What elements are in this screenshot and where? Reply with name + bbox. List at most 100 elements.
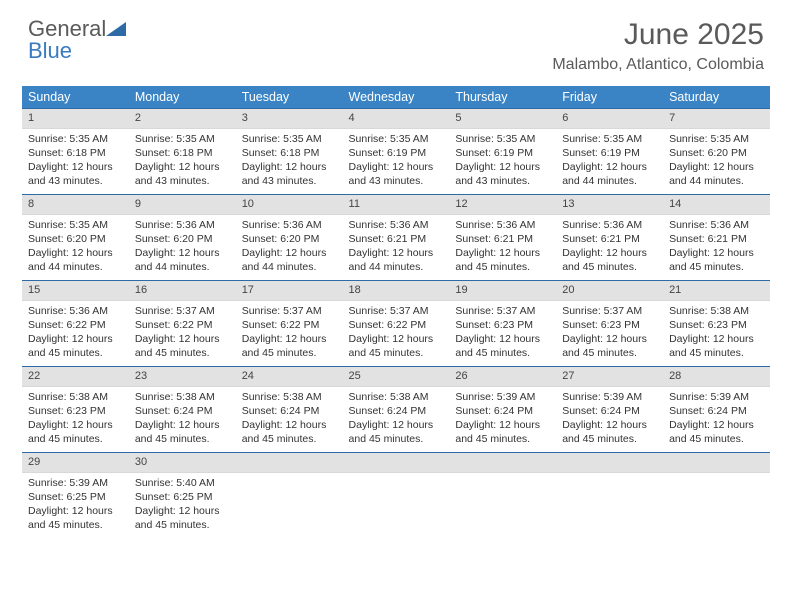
day-number: 14 bbox=[663, 194, 770, 215]
daylight-line: Daylight: 12 hours and 45 minutes. bbox=[349, 418, 444, 446]
sunset-line: Sunset: 6:23 PM bbox=[562, 318, 657, 332]
weekday-header: Tuesday bbox=[236, 86, 343, 108]
daylight-line: Daylight: 12 hours and 45 minutes. bbox=[669, 246, 764, 274]
daylight-line: Daylight: 12 hours and 44 minutes. bbox=[242, 246, 337, 274]
sunrise-line: Sunrise: 5:36 AM bbox=[669, 218, 764, 232]
day-cell: 28Sunrise: 5:39 AMSunset: 6:24 PMDayligh… bbox=[663, 366, 770, 452]
sunset-line: Sunset: 6:18 PM bbox=[135, 146, 230, 160]
sunset-line: Sunset: 6:25 PM bbox=[135, 490, 230, 504]
sunrise-line: Sunrise: 5:35 AM bbox=[562, 132, 657, 146]
day-details: Sunrise: 5:36 AMSunset: 6:21 PMDaylight:… bbox=[556, 215, 663, 279]
sunset-line: Sunset: 6:21 PM bbox=[562, 232, 657, 246]
day-number: 20 bbox=[556, 280, 663, 301]
daylight-line: Daylight: 12 hours and 43 minutes. bbox=[455, 160, 550, 188]
sunrise-line: Sunrise: 5:40 AM bbox=[135, 476, 230, 490]
day-cell: 18Sunrise: 5:37 AMSunset: 6:22 PMDayligh… bbox=[343, 280, 450, 366]
day-details: Sunrise: 5:36 AMSunset: 6:21 PMDaylight:… bbox=[663, 215, 770, 279]
sunrise-line: Sunrise: 5:39 AM bbox=[562, 390, 657, 404]
day-details: Sunrise: 5:40 AMSunset: 6:25 PMDaylight:… bbox=[129, 473, 236, 537]
day-cell: 13Sunrise: 5:36 AMSunset: 6:21 PMDayligh… bbox=[556, 194, 663, 280]
day-details: Sunrise: 5:39 AMSunset: 6:24 PMDaylight:… bbox=[449, 387, 556, 451]
day-details: Sunrise: 5:37 AMSunset: 6:22 PMDaylight:… bbox=[129, 301, 236, 365]
sunrise-line: Sunrise: 5:37 AM bbox=[349, 304, 444, 318]
sunrise-line: Sunrise: 5:36 AM bbox=[455, 218, 550, 232]
day-details: Sunrise: 5:35 AMSunset: 6:19 PMDaylight:… bbox=[449, 129, 556, 193]
sunset-line: Sunset: 6:22 PM bbox=[28, 318, 123, 332]
day-details: Sunrise: 5:35 AMSunset: 6:18 PMDaylight:… bbox=[22, 129, 129, 193]
day-details: Sunrise: 5:38 AMSunset: 6:23 PMDaylight:… bbox=[663, 301, 770, 365]
day-details: Sunrise: 5:36 AMSunset: 6:21 PMDaylight:… bbox=[449, 215, 556, 279]
day-details: Sunrise: 5:39 AMSunset: 6:24 PMDaylight:… bbox=[556, 387, 663, 451]
day-cell: 4Sunrise: 5:35 AMSunset: 6:19 PMDaylight… bbox=[343, 108, 450, 194]
location-text: Malambo, Atlantico, Colombia bbox=[552, 56, 764, 74]
day-details: Sunrise: 5:35 AMSunset: 6:20 PMDaylight:… bbox=[22, 215, 129, 279]
day-number: 24 bbox=[236, 366, 343, 387]
brand-part2: Blue bbox=[28, 38, 72, 63]
sunset-line: Sunset: 6:20 PM bbox=[135, 232, 230, 246]
day-cell: 25Sunrise: 5:38 AMSunset: 6:24 PMDayligh… bbox=[343, 366, 450, 452]
day-cell: 23Sunrise: 5:38 AMSunset: 6:24 PMDayligh… bbox=[129, 366, 236, 452]
day-number: 23 bbox=[129, 366, 236, 387]
day-details: Sunrise: 5:36 AMSunset: 6:20 PMDaylight:… bbox=[129, 215, 236, 279]
day-cell: 12Sunrise: 5:36 AMSunset: 6:21 PMDayligh… bbox=[449, 194, 556, 280]
sunrise-line: Sunrise: 5:36 AM bbox=[349, 218, 444, 232]
sunrise-line: Sunrise: 5:37 AM bbox=[242, 304, 337, 318]
day-cell: 22Sunrise: 5:38 AMSunset: 6:23 PMDayligh… bbox=[22, 366, 129, 452]
sunrise-line: Sunrise: 5:37 AM bbox=[135, 304, 230, 318]
day-details: Sunrise: 5:35 AMSunset: 6:19 PMDaylight:… bbox=[343, 129, 450, 193]
weekday-header-row: Sunday Monday Tuesday Wednesday Thursday… bbox=[22, 86, 770, 108]
daylight-line: Daylight: 12 hours and 45 minutes. bbox=[455, 418, 550, 446]
empty-cell bbox=[663, 452, 770, 538]
daylight-line: Daylight: 12 hours and 43 minutes. bbox=[135, 160, 230, 188]
daylight-line: Daylight: 12 hours and 45 minutes. bbox=[349, 332, 444, 360]
day-cell: 14Sunrise: 5:36 AMSunset: 6:21 PMDayligh… bbox=[663, 194, 770, 280]
day-number: 8 bbox=[22, 194, 129, 215]
brand-text: General Blue bbox=[28, 18, 126, 62]
sunset-line: Sunset: 6:24 PM bbox=[669, 404, 764, 418]
triangle-icon bbox=[106, 20, 126, 36]
calendar-row: 8Sunrise: 5:35 AMSunset: 6:20 PMDaylight… bbox=[22, 194, 770, 280]
sunset-line: Sunset: 6:23 PM bbox=[455, 318, 550, 332]
day-cell: 10Sunrise: 5:36 AMSunset: 6:20 PMDayligh… bbox=[236, 194, 343, 280]
day-details: Sunrise: 5:37 AMSunset: 6:22 PMDaylight:… bbox=[236, 301, 343, 365]
daylight-line: Daylight: 12 hours and 45 minutes. bbox=[135, 504, 230, 532]
day-details: Sunrise: 5:37 AMSunset: 6:23 PMDaylight:… bbox=[556, 301, 663, 365]
weekday-header: Friday bbox=[556, 86, 663, 108]
day-cell: 16Sunrise: 5:37 AMSunset: 6:22 PMDayligh… bbox=[129, 280, 236, 366]
daylight-line: Daylight: 12 hours and 45 minutes. bbox=[669, 418, 764, 446]
day-cell: 21Sunrise: 5:38 AMSunset: 6:23 PMDayligh… bbox=[663, 280, 770, 366]
day-number: 12 bbox=[449, 194, 556, 215]
day-number: 7 bbox=[663, 108, 770, 129]
daylight-line: Daylight: 12 hours and 45 minutes. bbox=[562, 418, 657, 446]
sunrise-line: Sunrise: 5:35 AM bbox=[455, 132, 550, 146]
sunset-line: Sunset: 6:22 PM bbox=[349, 318, 444, 332]
sunrise-line: Sunrise: 5:38 AM bbox=[135, 390, 230, 404]
day-cell: 5Sunrise: 5:35 AMSunset: 6:19 PMDaylight… bbox=[449, 108, 556, 194]
sunrise-line: Sunrise: 5:36 AM bbox=[28, 304, 123, 318]
day-details: Sunrise: 5:36 AMSunset: 6:21 PMDaylight:… bbox=[343, 215, 450, 279]
sunrise-line: Sunrise: 5:38 AM bbox=[242, 390, 337, 404]
weekday-header: Saturday bbox=[663, 86, 770, 108]
day-cell: 26Sunrise: 5:39 AMSunset: 6:24 PMDayligh… bbox=[449, 366, 556, 452]
sunrise-line: Sunrise: 5:35 AM bbox=[242, 132, 337, 146]
sunrise-line: Sunrise: 5:37 AM bbox=[455, 304, 550, 318]
weekday-header: Sunday bbox=[22, 86, 129, 108]
day-cell: 29Sunrise: 5:39 AMSunset: 6:25 PMDayligh… bbox=[22, 452, 129, 538]
day-details: Sunrise: 5:35 AMSunset: 6:19 PMDaylight:… bbox=[556, 129, 663, 193]
title-block: June 2025 Malambo, Atlantico, Colombia bbox=[552, 18, 764, 74]
day-number: 19 bbox=[449, 280, 556, 301]
sunset-line: Sunset: 6:25 PM bbox=[28, 490, 123, 504]
day-details: Sunrise: 5:38 AMSunset: 6:24 PMDaylight:… bbox=[236, 387, 343, 451]
sunrise-line: Sunrise: 5:35 AM bbox=[28, 132, 123, 146]
sunset-line: Sunset: 6:22 PM bbox=[135, 318, 230, 332]
sunset-line: Sunset: 6:18 PM bbox=[242, 146, 337, 160]
sunset-line: Sunset: 6:21 PM bbox=[669, 232, 764, 246]
daylight-line: Daylight: 12 hours and 43 minutes. bbox=[28, 160, 123, 188]
day-number: 26 bbox=[449, 366, 556, 387]
day-details: Sunrise: 5:39 AMSunset: 6:24 PMDaylight:… bbox=[663, 387, 770, 451]
sunset-line: Sunset: 6:21 PM bbox=[349, 232, 444, 246]
day-number: 28 bbox=[663, 366, 770, 387]
sunrise-line: Sunrise: 5:35 AM bbox=[669, 132, 764, 146]
day-details: Sunrise: 5:38 AMSunset: 6:23 PMDaylight:… bbox=[22, 387, 129, 451]
sunrise-line: Sunrise: 5:35 AM bbox=[28, 218, 123, 232]
